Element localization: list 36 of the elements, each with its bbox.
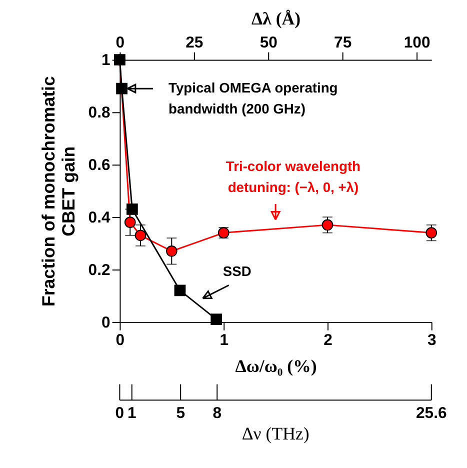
annotation: 1 bbox=[127, 404, 136, 422]
y-tick-label: 0.4 bbox=[88, 210, 111, 227]
y-tick-label: 0 bbox=[102, 314, 111, 332]
point bbox=[426, 227, 438, 238]
x-axis-title: Δω/ω₀ (%) bbox=[235, 356, 317, 376]
point bbox=[126, 204, 138, 215]
annotation: 0 bbox=[115, 404, 124, 422]
annotation: 8 bbox=[212, 404, 222, 422]
point bbox=[174, 284, 186, 296]
annotation: 5 bbox=[176, 404, 186, 422]
x2-tick-label: 25 bbox=[186, 34, 204, 52]
y-tick-label: 0.6 bbox=[88, 157, 111, 174]
y-tick-label: 0.8 bbox=[88, 104, 111, 122]
x-tick-label: 1 bbox=[220, 332, 229, 350]
point bbox=[210, 314, 222, 325]
x-tick-label: 2 bbox=[324, 332, 333, 350]
x2-tick-label: 0 bbox=[116, 34, 125, 52]
point bbox=[124, 216, 136, 228]
y-tick-label: 1 bbox=[102, 52, 111, 70]
x2-axis-title: Δλ (Å) bbox=[252, 8, 301, 29]
point bbox=[166, 245, 178, 257]
x-tick-label: 0 bbox=[116, 332, 125, 350]
annotation: Typical OMEGA operating bandwidth (200 GHz) bbox=[168, 80, 338, 116]
annotation: SSD bbox=[222, 263, 252, 280]
annotation: 25.6 bbox=[416, 404, 447, 422]
x2-tick-label: 75 bbox=[334, 34, 352, 52]
annotation: Tri-color wavelength detuning: (−λ, 0, +λ) bbox=[226, 158, 361, 195]
x-tick-label: 3 bbox=[427, 332, 436, 350]
y-axis-title: Fraction of monochromatic CBET gain bbox=[38, 76, 78, 307]
x2-tick-label: 50 bbox=[260, 34, 278, 52]
x2-tick-label: 100 bbox=[404, 34, 430, 52]
text: Δν (THz) bbox=[242, 424, 310, 444]
point bbox=[134, 230, 146, 242]
point bbox=[322, 219, 334, 231]
y-tick-label: 0.2 bbox=[88, 262, 111, 279]
point bbox=[116, 82, 128, 94]
